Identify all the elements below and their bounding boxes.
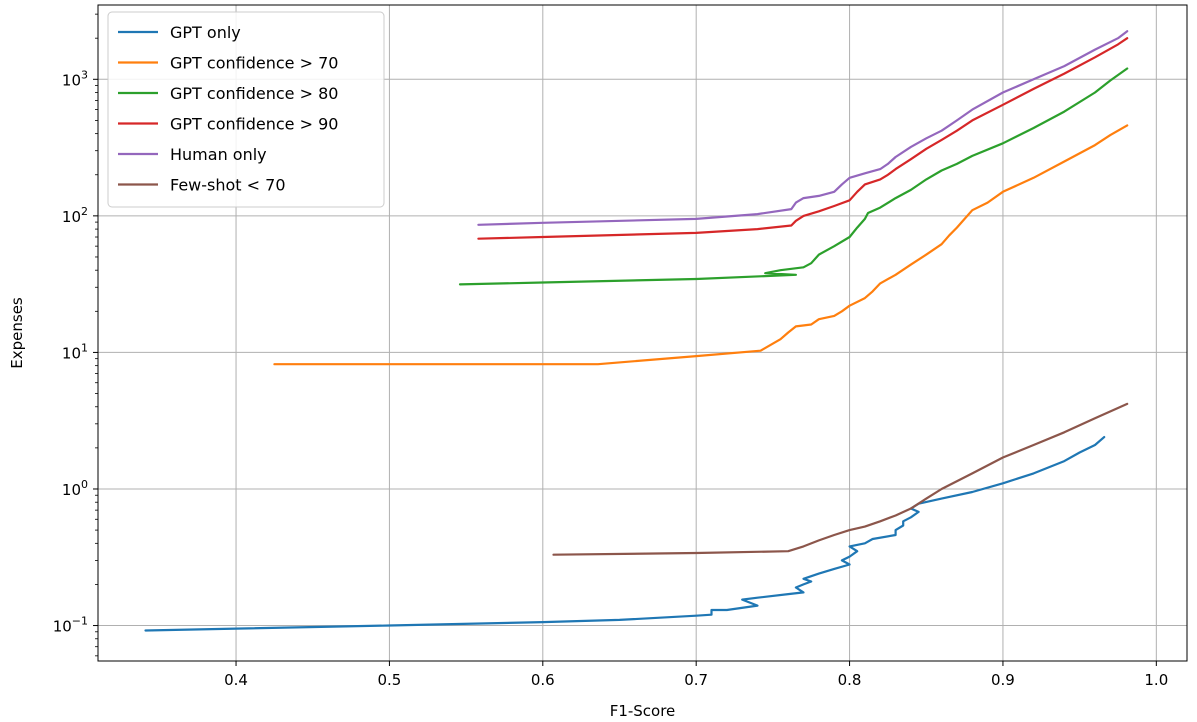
x-tick-label: 0.8 — [838, 671, 862, 689]
series-line-6 — [552, 402, 1129, 556]
y-tick-label: 101 — [62, 341, 88, 362]
legend-label: Few-shot < 70 — [170, 176, 286, 195]
legend: GPT only GPT confidence > 70 GPT confidenc… — [107, 11, 385, 208]
grid-layer — [98, 5, 1187, 661]
series-line-4 — [477, 37, 1129, 240]
x-tick-label: 0.6 — [531, 671, 555, 689]
x-tick-label: 0.4 — [224, 671, 248, 689]
series-line-3 — [458, 67, 1129, 286]
y-tick-label: 102 — [62, 205, 88, 226]
x-tick-label: 0.7 — [684, 671, 708, 689]
legend-label: GPT confidence > 70 — [170, 54, 338, 73]
series-line-1 — [144, 436, 1106, 632]
y-axis-title: Expenses — [8, 297, 26, 369]
lines-layer — [144, 30, 1129, 632]
x-tick-label: 1.0 — [1144, 671, 1168, 689]
legend-label: GPT only — [170, 23, 241, 42]
plot-frame — [97, 4, 1188, 662]
series-line-5 — [477, 30, 1129, 226]
legend-label: Human only — [170, 145, 267, 164]
ticks-layer: 0.4 0.5 0.6 0.7 0.8 0.9 1.0 10−1 100 101 102 103 — [53, 13, 1168, 689]
legend-label: GPT confidence > 80 — [170, 84, 338, 103]
x-axis-title: F1-Score — [610, 702, 676, 720]
y-tick-label: 103 — [62, 68, 88, 89]
x-tick-label: 0.5 — [377, 671, 401, 689]
x-tick-label: 0.9 — [991, 671, 1015, 689]
legend-box — [107, 11, 385, 208]
y-tick-label: 10−1 — [53, 615, 88, 636]
y-tick-label: 100 — [62, 478, 88, 499]
series-line-2 — [273, 124, 1129, 366]
legend-label: GPT confidence > 90 — [170, 115, 338, 134]
